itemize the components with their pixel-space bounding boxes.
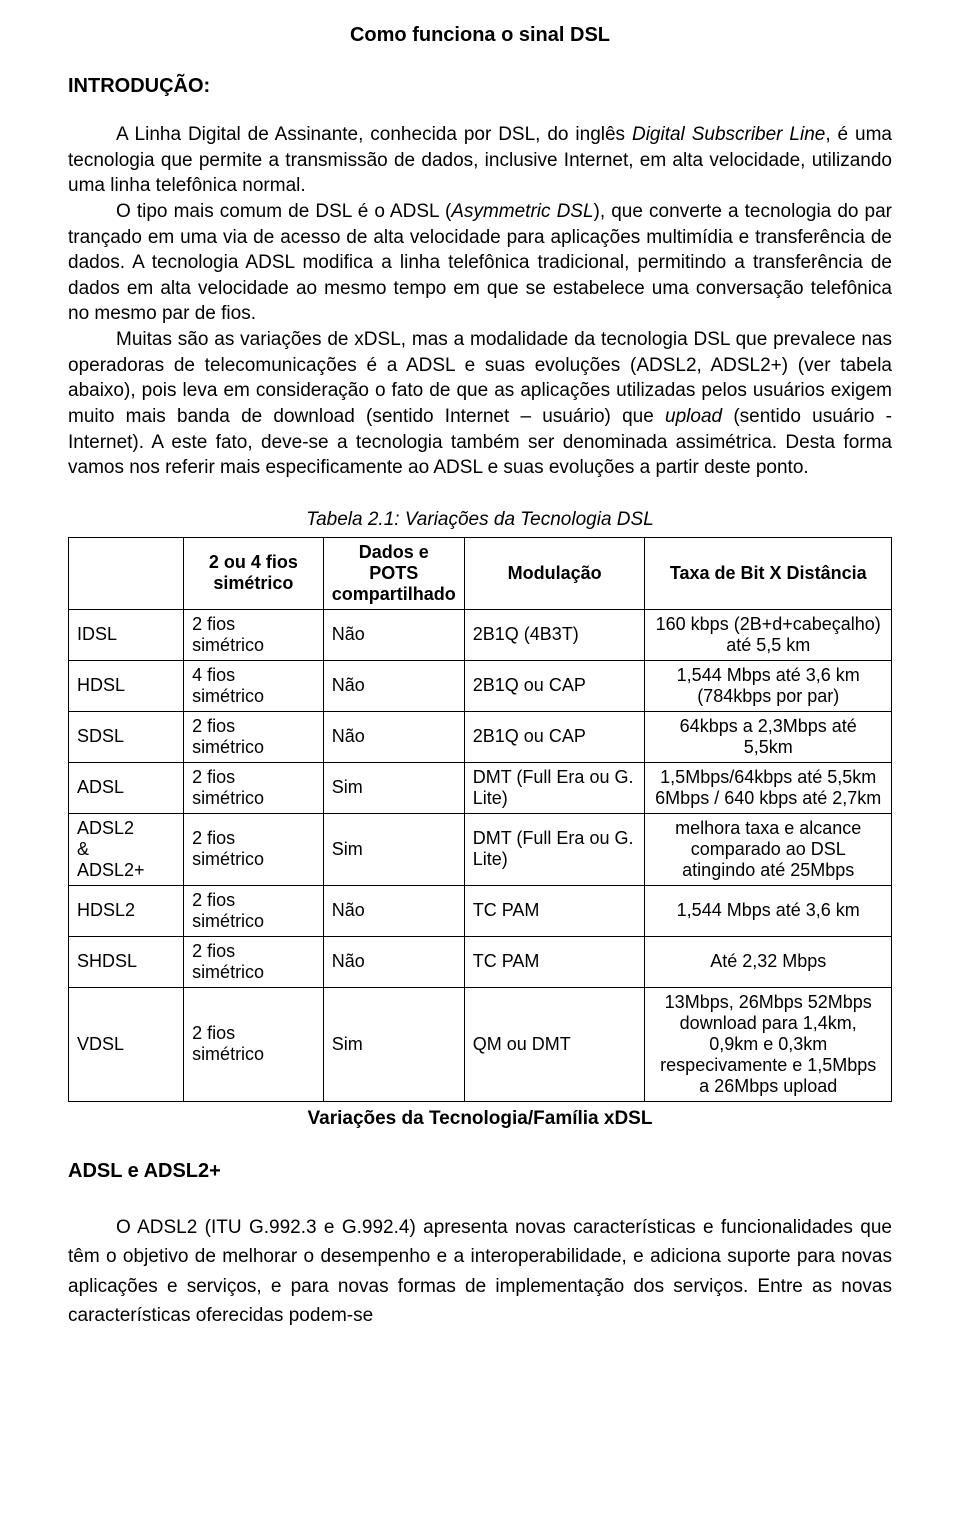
p3-text-b-italic: upload [665,406,722,427]
table-cell-name: HDSL [69,660,184,711]
table-header-cell [69,537,184,609]
table-header-cell: Dados e POTS compartilhado [323,537,464,609]
table-cell-modulation: QM ou DMT [464,987,645,1101]
table-cell-pots: Não [323,609,464,660]
table-cell-rate: 64kbps a 2,3Mbps até 5,5km [645,711,892,762]
table-header-cell: Taxa de Bit X Distância [645,537,892,609]
table-cell-pots: Não [323,885,464,936]
table-cell-wires: 2 fios simétrico [184,885,324,936]
table-cell-name: HDSL2 [69,885,184,936]
table-cell-name: SDSL [69,711,184,762]
p1-text-a: A Linha Digital de Assinante, conhecida … [116,124,632,145]
table-header-row: 2 ou 4 fios simétrico Dados e POTS compa… [69,537,892,609]
table-cell-name: IDSL [69,609,184,660]
table-cell-pots: Não [323,936,464,987]
table-cell-name: SHDSL [69,936,184,987]
dsl-table: 2 ou 4 fios simétrico Dados e POTS compa… [68,537,892,1102]
tail-paragraph: O ADSL2 (ITU G.992.3 e G.992.4) apresent… [68,1213,892,1331]
document-title: Como funciona o sinal DSL [68,24,892,47]
p2-text-b-italic: Asymmetric DSL [451,201,593,222]
table-header-cell: 2 ou 4 fios simétrico [184,537,324,609]
table-cell-rate: 13Mbps, 26Mbps 52Mbps download para 1,4k… [645,987,892,1101]
table-row: IDSL2 fios simétricoNão2B1Q (4B3T)160 kb… [69,609,892,660]
table-row: VDSL2 fios simétricoSimQM ou DMT13Mbps, … [69,987,892,1101]
table-cell-pots: Não [323,660,464,711]
table-cell-rate: 1,5Mbps/64kbps até 5,5km 6Mbps / 640 kbp… [645,762,892,813]
table-cell-wires: 2 fios simétrico [184,762,324,813]
table-cell-modulation: DMT (Full Era ou G. Lite) [464,813,645,885]
p1-text-b-italic: Digital Subscriber Line [632,124,825,145]
table-row: HDSL4 fios simétricoNão2B1Q ou CAP1,544 … [69,660,892,711]
table-below-caption: Variações da Tecnologia/Família xDSL [68,1108,892,1130]
table-cell-pots: Sim [323,987,464,1101]
paragraph-3: Muitas são as variações de xDSL, mas a m… [68,327,892,481]
paragraph-1: A Linha Digital de Assinante, conhecida … [68,122,892,199]
table-cell-modulation: TC PAM [464,936,645,987]
table-body: IDSL2 fios simétricoNão2B1Q (4B3T)160 kb… [69,609,892,1101]
table-cell-pots: Não [323,711,464,762]
table-cell-wires: 2 fios simétrico [184,813,324,885]
table-cell-pots: Sim [323,813,464,885]
table-cell-modulation: 2B1Q (4B3T) [464,609,645,660]
table-cell-rate: 160 kbps (2B+d+cabeçalho) até 5,5 km [645,609,892,660]
table-cell-name: ADSL [69,762,184,813]
table-header-cell: Modulação [464,537,645,609]
table-cell-name: VDSL [69,987,184,1101]
table-cell-wires: 2 fios simétrico [184,936,324,987]
section-adsl-heading: ADSL e ADSL2+ [68,1160,892,1183]
table-cell-wires: 4 fios simétrico [184,660,324,711]
intro-body: A Linha Digital de Assinante, conhecida … [68,122,892,481]
paragraph-2: O tipo mais comum de DSL é o ADSL (Asymm… [68,199,892,327]
table-cell-name: ADSL2 & ADSL2+ [69,813,184,885]
table-cell-rate: 1,544 Mbps até 3,6 km (784kbps por par) [645,660,892,711]
table-caption: Tabela 2.1: Variações da Tecnologia DSL [68,509,892,531]
table-row: HDSL22 fios simétricoNãoTC PAM1,544 Mbps… [69,885,892,936]
table-cell-modulation: DMT (Full Era ou G. Lite) [464,762,645,813]
table-cell-pots: Sim [323,762,464,813]
table-cell-rate: 1,544 Mbps até 3,6 km [645,885,892,936]
table-cell-rate: melhora taxa e alcance comparado ao DSL … [645,813,892,885]
table-row: SDSL2 fios simétricoNão2B1Q ou CAP64kbps… [69,711,892,762]
table-cell-wires: 2 fios simétrico [184,711,324,762]
table-cell-rate: Até 2,32 Mbps [645,936,892,987]
table-row: ADSL2 fios simétricoSimDMT (Full Era ou … [69,762,892,813]
table-cell-wires: 2 fios simétrico [184,987,324,1101]
table-cell-modulation: 2B1Q ou CAP [464,660,645,711]
table-row: SHDSL2 fios simétricoNãoTC PAMAté 2,32 M… [69,936,892,987]
table-cell-wires: 2 fios simétrico [184,609,324,660]
p2-text-a: O tipo mais comum de DSL é o ADSL ( [116,201,451,222]
intro-heading: INTRODUÇÃO: [68,75,892,98]
table-cell-modulation: TC PAM [464,885,645,936]
table-row: ADSL2 & ADSL2+2 fios simétricoSimDMT (Fu… [69,813,892,885]
table-cell-modulation: 2B1Q ou CAP [464,711,645,762]
